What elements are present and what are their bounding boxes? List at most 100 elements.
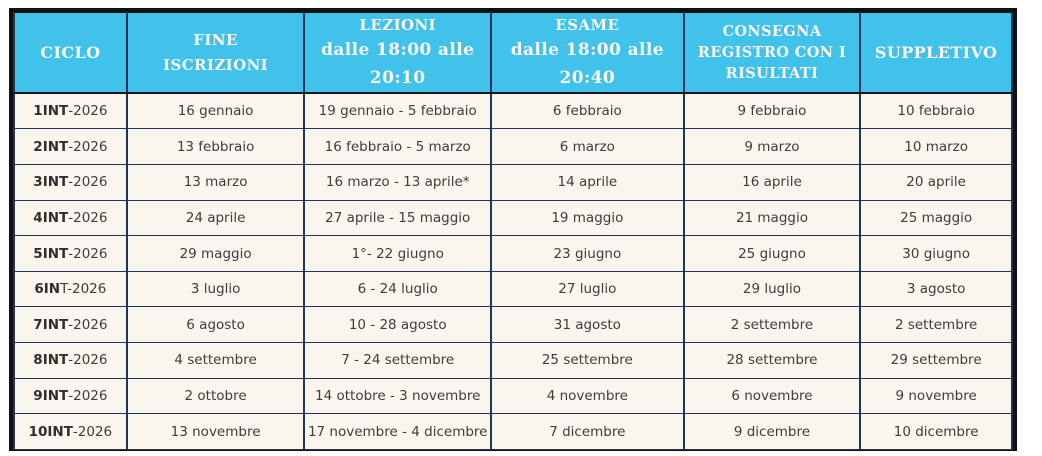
cell-lezioni: 16 febbraio - 5 marzo bbox=[303, 128, 493, 166]
schedule-table: CICLO FINE ISCRIZIONI LEZIONI dalle 18:0… bbox=[13, 12, 1013, 450]
cell-suppletivo: 20 aprile bbox=[859, 164, 1013, 201]
cell-suppletivo: 2 settembre bbox=[859, 306, 1013, 344]
table-row: 2INT-2026 13 febbraio 16 febbraio - 5 ma… bbox=[13, 128, 1013, 166]
ciclo-year: -2026 bbox=[68, 174, 108, 191]
header-ciclo-label: CICLO bbox=[40, 43, 101, 63]
header-esame: ESAME dalle 18:00 alle 20:40 bbox=[490, 12, 685, 95]
ciclo-code: 3INT bbox=[33, 174, 69, 191]
cell-esame: 6 febbraio bbox=[490, 92, 685, 130]
cell-lezioni: 1°- 22 giugno bbox=[303, 235, 493, 272]
cell-fine-iscrizioni: 13 novembre bbox=[125, 413, 306, 450]
cell-esame: 7 dicembre bbox=[490, 413, 685, 450]
header-fine-line2: ISCRIZIONI bbox=[163, 55, 269, 74]
header-consegna-line1: CONSEGNA bbox=[722, 23, 822, 41]
cell-lezioni: 27 aprile - 15 maggio bbox=[303, 199, 493, 237]
ciclo-year: -2026 bbox=[72, 423, 113, 440]
cell-ciclo: 8INT-2026 bbox=[13, 342, 128, 379]
header-row: CICLO FINE ISCRIZIONI LEZIONI dalle 18:0… bbox=[13, 12, 1013, 95]
table-row: 6INT-2026 3 luglio 6 - 24 luglio 27 lugl… bbox=[13, 270, 1013, 308]
cell-suppletivo: 29 settembre bbox=[859, 342, 1013, 379]
ciclo-year: -2026 bbox=[68, 387, 108, 404]
table-row: 9INT-2026 2 ottobre 14 ottobre - 3 novem… bbox=[13, 377, 1013, 415]
cell-fine-iscrizioni: 13 febbraio bbox=[125, 128, 306, 166]
cell-fine-iscrizioni: 16 gennaio bbox=[125, 92, 306, 130]
cell-suppletivo: 30 giugno bbox=[859, 235, 1013, 272]
cell-esame: 31 agosto bbox=[490, 306, 685, 344]
cell-ciclo: 5INT-2026 bbox=[13, 235, 128, 272]
cell-fine-iscrizioni: 6 agosto bbox=[125, 306, 306, 344]
header-lezioni: LEZIONI dalle 18:00 alle 20:10 bbox=[303, 12, 493, 95]
cell-suppletivo: 25 maggio bbox=[859, 199, 1013, 237]
cell-consegna: 28 settembre bbox=[682, 342, 862, 379]
cell-esame: 14 aprile bbox=[490, 164, 685, 201]
ciclo-year: -2026 bbox=[68, 352, 108, 369]
table-row: 5INT-2026 29 maggio 1°- 22 giugno 23 giu… bbox=[13, 235, 1013, 272]
header-fine-iscrizioni: FINE ISCRIZIONI bbox=[125, 12, 306, 95]
cell-fine-iscrizioni: 29 maggio bbox=[125, 235, 306, 272]
ciclo-code: 9INT bbox=[33, 387, 69, 404]
table-row: 7INT-2026 6 agosto 10 - 28 agosto 31 ago… bbox=[13, 306, 1013, 344]
cell-consegna: 2 settembre bbox=[682, 306, 862, 344]
table-row: 4INT-2026 24 aprile 27 aprile - 15 maggi… bbox=[13, 199, 1013, 237]
header-consegna-registro: CONSEGNA REGISTRO CON I RISULTATI bbox=[682, 12, 862, 95]
cell-consegna: 9 febbraio bbox=[682, 92, 862, 130]
header-fine-line1: FINE bbox=[193, 31, 238, 50]
cell-lezioni: 6 - 24 luglio bbox=[303, 270, 493, 308]
cell-lezioni: 10 - 28 agosto bbox=[303, 306, 493, 344]
cell-ciclo: 2INT-2026 bbox=[13, 128, 128, 166]
header-esame-title: ESAME bbox=[555, 16, 620, 34]
cell-esame: 23 giugno bbox=[490, 235, 685, 272]
cell-ciclo: 10INT-2026 bbox=[13, 413, 128, 450]
cell-consegna: 9 dicembre bbox=[682, 413, 862, 450]
cell-suppletivo: 10 marzo bbox=[859, 128, 1013, 166]
cell-ciclo: 4INT-2026 bbox=[13, 199, 128, 237]
header-lezioni-subtitle: dalle 18:00 alle 20:10 bbox=[321, 40, 475, 88]
ciclo-code: 1INT bbox=[33, 103, 69, 120]
header-consegna-line2: REGISTRO CON I bbox=[697, 44, 847, 62]
schedule-table-container: CICLO FINE ISCRIZIONI LEZIONI dalle 18:0… bbox=[9, 8, 1017, 451]
cell-ciclo: 9INT-2026 bbox=[13, 377, 128, 415]
cell-suppletivo: 10 dicembre bbox=[859, 413, 1013, 450]
cell-esame: 27 luglio bbox=[490, 270, 685, 308]
ciclo-year: -2026 bbox=[68, 209, 108, 226]
cell-esame: 19 maggio bbox=[490, 199, 685, 237]
cell-fine-iscrizioni: 4 settembre bbox=[125, 342, 306, 379]
cell-esame: 6 marzo bbox=[490, 128, 685, 166]
cell-ciclo: 6INT-2026 bbox=[13, 270, 128, 308]
table-row: 8INT-2026 4 settembre 7 - 24 settembre 2… bbox=[13, 342, 1013, 379]
header-esame-subtitle: dalle 18:00 alle 20:40 bbox=[510, 40, 664, 88]
cell-ciclo: 3INT-2026 bbox=[13, 164, 128, 201]
ciclo-code: 7INT bbox=[33, 316, 69, 333]
header-ciclo: CICLO bbox=[13, 12, 128, 95]
ciclo-code: 6IN bbox=[34, 281, 61, 298]
cell-fine-iscrizioni: 3 luglio bbox=[125, 270, 306, 308]
cell-lezioni: 19 gennaio - 5 febbraio bbox=[303, 92, 493, 130]
ciclo-code: 8INT bbox=[33, 352, 69, 369]
cell-lezioni: 16 marzo - 13 aprile* bbox=[303, 164, 493, 201]
ciclo-code: 10INT bbox=[28, 423, 73, 440]
header-consegna-line3: RISULTATI bbox=[725, 65, 819, 83]
cell-lezioni: 7 - 24 settembre bbox=[303, 342, 493, 379]
cell-consegna: 21 maggio bbox=[682, 199, 862, 237]
cell-consegna: 6 novembre bbox=[682, 377, 862, 415]
cell-lezioni: 14 ottobre - 3 novembre bbox=[303, 377, 493, 415]
table-row: 1INT-2026 16 gennaio 19 gennaio - 5 febb… bbox=[13, 92, 1013, 130]
table-row: 10INT-2026 13 novembre 17 novembre - 4 d… bbox=[13, 413, 1013, 450]
ciclo-year: -2026 bbox=[68, 138, 108, 155]
cell-ciclo: 1INT-2026 bbox=[13, 92, 128, 130]
table-row: 3INT-2026 13 marzo 16 marzo - 13 aprile*… bbox=[13, 164, 1013, 201]
cell-lezioni: 17 novembre - 4 dicembre bbox=[303, 413, 493, 450]
ciclo-year: -2026 bbox=[68, 103, 108, 120]
ciclo-year: -2026 bbox=[68, 245, 108, 262]
cell-suppletivo: 10 febbraio bbox=[859, 92, 1013, 130]
cell-fine-iscrizioni: 2 ottobre bbox=[125, 377, 306, 415]
cell-esame: 4 novembre bbox=[490, 377, 685, 415]
ciclo-year: -2026 bbox=[68, 316, 108, 333]
ciclo-code: 5INT bbox=[33, 245, 69, 262]
header-lezioni-title: LEZIONI bbox=[359, 16, 436, 34]
cell-suppletivo: 9 novembre bbox=[859, 377, 1013, 415]
cell-suppletivo: 3 agosto bbox=[859, 270, 1013, 308]
ciclo-code: 2INT bbox=[33, 138, 69, 155]
cell-ciclo: 7INT-2026 bbox=[13, 306, 128, 344]
cell-consegna: 9 marzo bbox=[682, 128, 862, 166]
